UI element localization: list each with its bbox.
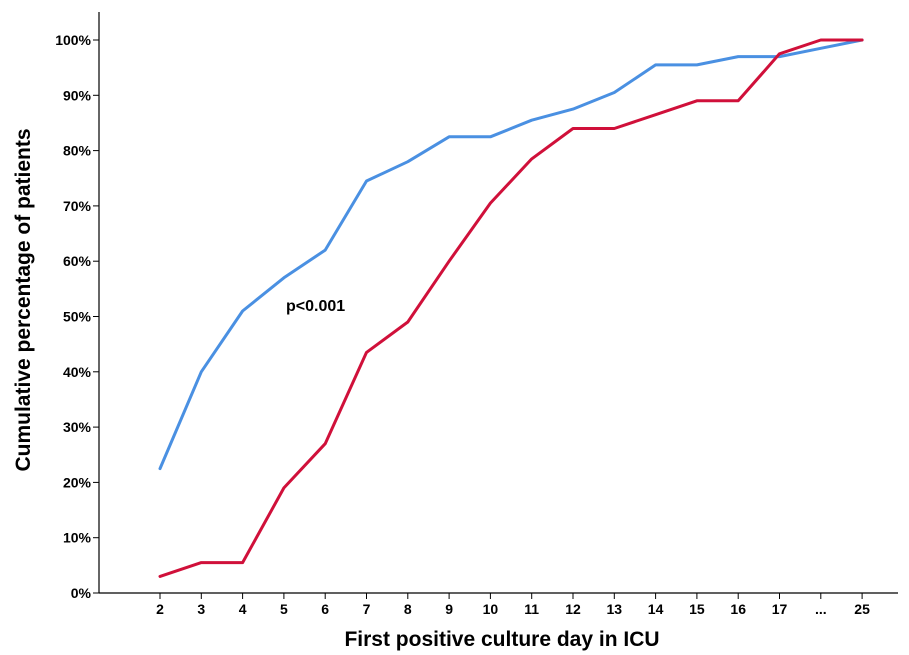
x-tick-label: 17 xyxy=(772,601,788,617)
x-tick-label: 16 xyxy=(730,601,746,617)
x-tick-label: 13 xyxy=(607,601,623,617)
x-axis-title: First positive culture day in ICU xyxy=(344,628,659,651)
y-tick-label: 70% xyxy=(63,198,92,214)
y-tick-label: 0% xyxy=(71,585,92,601)
x-tick-label: 12 xyxy=(565,601,581,617)
x-tick-label: 3 xyxy=(197,601,205,617)
x-tick-label: 9 xyxy=(445,601,453,617)
y-tick-label: 100% xyxy=(55,32,91,48)
x-tick-label: 5 xyxy=(280,601,288,617)
y-tick-label: 80% xyxy=(63,143,92,159)
series-line-2 xyxy=(158,38,864,578)
y-tick-label: 50% xyxy=(63,309,92,325)
series-layer xyxy=(158,38,864,578)
x-tick-label: ... xyxy=(815,601,827,617)
y-axis-ticks: 0% 10% 20% 30% 40% 50% 60% 70% 80% 90% 100% xyxy=(55,32,99,601)
y-axis-title: Cumulative percentage of patients xyxy=(12,128,35,471)
x-tick-label: 14 xyxy=(648,601,664,617)
x-tick-label: 15 xyxy=(689,601,705,617)
x-tick-label: 8 xyxy=(404,601,412,617)
y-tick-label: 10% xyxy=(63,530,92,546)
x-tick-label: 10 xyxy=(483,601,499,617)
x-tick-label: 25 xyxy=(854,601,870,617)
y-tick-label: 60% xyxy=(63,253,92,269)
series-line-1 xyxy=(158,38,864,471)
x-tick-label: 11 xyxy=(524,601,539,617)
x-tick-label: 4 xyxy=(239,601,247,617)
y-tick-label: 40% xyxy=(63,364,92,380)
x-tick-label: 7 xyxy=(363,601,371,617)
x-axis-ticks: 2 3 4 5 6 7 8 9 10 11 12 13 14 15 16 17... 25 xyxy=(156,593,870,617)
y-tick-label: 30% xyxy=(63,419,92,435)
y-tick-label: 20% xyxy=(63,474,92,490)
annotation-p-value: p<0.001 xyxy=(286,298,345,315)
y-tick-label: 90% xyxy=(63,87,92,103)
x-tick-label: 2 xyxy=(156,601,164,617)
x-tick-label: 6 xyxy=(321,601,329,617)
